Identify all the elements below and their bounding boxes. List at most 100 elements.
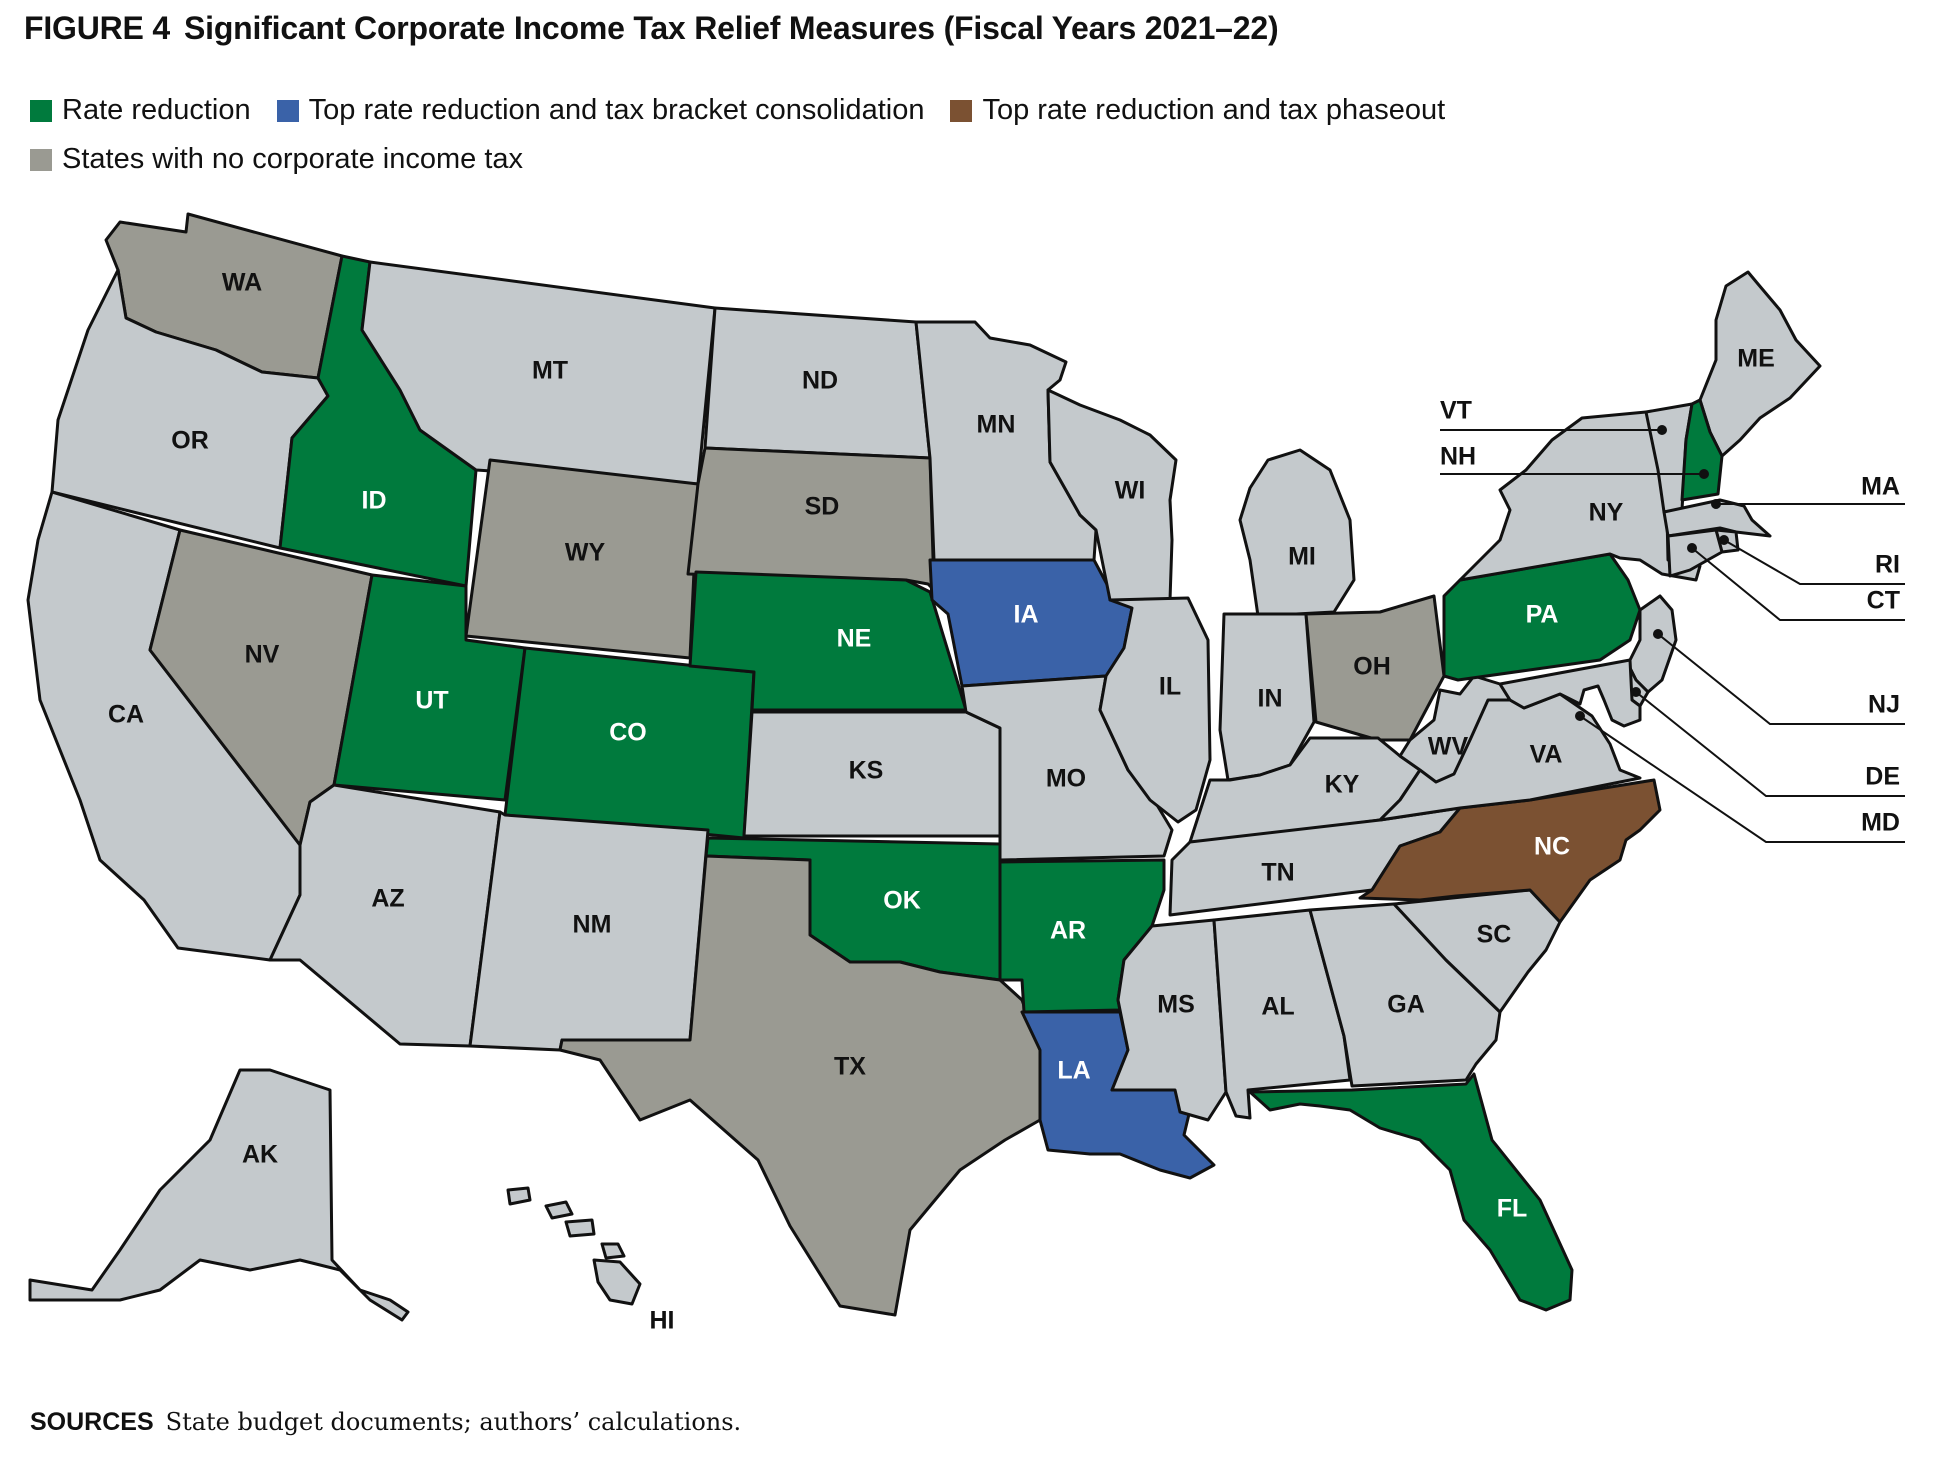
state-shape-hi-4 [592,1258,642,1306]
leader-dot-nh [1699,469,1709,479]
state-label-wy: WY [565,539,606,567]
state-shape-fl [1248,1072,1574,1312]
figure-title-text: Significant Corporate Income Tax Relief … [183,10,1279,46]
state-label-oh: OH [1353,653,1391,681]
state-label-in: IN [1258,685,1283,713]
state-label-ky: KY [1325,771,1360,799]
state-shape-wi [1046,388,1178,602]
state-shape-mi [1238,448,1356,618]
state-label-va: VA [1530,741,1563,769]
state-shape-tx [558,854,1042,1317]
leader-dot-ri [1719,535,1729,545]
state-label-vt: VT [1440,397,1472,425]
state-label-id: ID [362,487,387,515]
leader-line-ct [1691,547,1905,621]
leader-line-md [1579,715,1905,843]
state-label-nh: NH [1440,443,1476,471]
state-label-tn: TN [1261,859,1294,887]
state-label-me: ME [1737,345,1775,373]
state-label-ri: RI [1875,551,1900,579]
legend-swatch-no-tax [30,148,52,171]
state-label-nc: NC [1534,833,1570,861]
legend-swatch-bracket-consolidation [276,99,299,122]
state-label-ct: CT [1867,587,1900,615]
state-label-ar: AR [1050,917,1086,945]
state-label-ia: IA [1014,601,1039,629]
state-label-fl: FL [1497,1195,1528,1223]
state-shape-il [1098,596,1212,824]
state-label-wv: WV [1428,733,1469,761]
state-label-il: IL [1159,673,1181,701]
state-label-ga: GA [1387,991,1425,1019]
state-label-co: CO [609,719,647,747]
leader-dot-de [1631,687,1641,697]
state-label-de: DE [1865,763,1900,791]
state-label-nm: NM [573,911,612,939]
state-label-wa: WA [222,269,262,297]
leader-line-de [1635,691,1905,797]
figure-title: FIGURE 4 Significant Corporate Income Tax… [24,10,1279,47]
leader-dot-md [1575,711,1585,721]
sources-text: State budget documents; authors’ calcula… [165,1408,742,1436]
legend-label-bracket-consolidation: Top rate reduction and tax bracket conso… [308,94,925,126]
state-label-ne: NE [837,625,872,653]
leader-dot-nj [1653,629,1663,639]
state-label-mo: MO [1046,765,1086,793]
state-label-hi: HI [650,1307,675,1335]
legend-swatch-tax-phaseout [950,99,973,122]
state-label-mt: MT [532,357,568,385]
state-label-ak: AK [242,1141,278,1169]
state-shape-me [1698,270,1822,458]
state-label-ut: UT [415,687,448,715]
state-label-la: LA [1057,1057,1090,1085]
state-label-ca: CA [108,701,144,729]
state-label-sd: SD [805,493,840,521]
state-shape-nc [1358,778,1662,924]
legend-item-rate-reduction: Rate reduction [30,94,251,127]
state-label-ms: MS [1157,991,1195,1019]
state-label-ks: KS [849,757,884,785]
state-shape-az [268,783,502,1048]
state-label-ma: MA [1861,473,1900,501]
figure-label: FIGURE 4 [24,10,170,46]
state-label-mn: MN [977,411,1016,439]
state-shape-ak [28,1068,410,1322]
sources-note: SOURCES State budget documents; authors’ … [30,1408,741,1437]
state-label-az: AZ [371,885,404,913]
state-shape-oh [1304,594,1446,742]
state-label-nv: NV [245,641,280,669]
state-label-tx: TX [834,1053,866,1081]
state-shape-hi-2 [564,1218,596,1238]
legend-item-no-tax: States with no corporate income tax [30,143,523,176]
state-label-wi: WI [1115,477,1146,505]
state-label-nj: NJ [1868,691,1900,719]
state-shape-nj [1626,594,1678,694]
legend-label-no-tax: States with no corporate income tax [62,143,524,175]
state-shape-ct [1666,528,1724,578]
legend-item-tax-phaseout: Top rate reduction and tax phaseout [950,94,1445,127]
leader-line-ri [1723,539,1905,585]
legend-row-1: Rate reduction Top rate reduction and ta… [30,94,1471,127]
state-label-sc: SC [1477,921,1512,949]
legend-row-2: States with no corporate income tax [30,143,549,176]
state-label-md: MD [1861,809,1900,837]
leader-dot-ct [1687,543,1697,553]
state-label-ny: NY [1589,499,1624,527]
leader-dot-vt [1657,425,1667,435]
state-shape-hi-0 [506,1186,532,1206]
state-shape-hi-3 [600,1242,626,1260]
leader-line-nj [1657,633,1905,725]
state-label-mi: MI [1288,543,1316,571]
state-label-or: OR [171,427,209,455]
state-label-ok: OK [883,887,921,915]
legend-label-rate-reduction: Rate reduction [62,94,251,126]
leader-dot-ma [1711,499,1721,509]
state-shape-ne [688,570,968,712]
legend-item-bracket-consolidation: Top rate reduction and tax bracket conso… [276,94,925,127]
state-label-nd: ND [802,367,838,395]
state-shape-md [1498,658,1642,728]
legend-swatch-rate-reduction [30,99,52,122]
sources-label: SOURCES [30,1408,154,1436]
state-label-pa: PA [1526,601,1559,629]
